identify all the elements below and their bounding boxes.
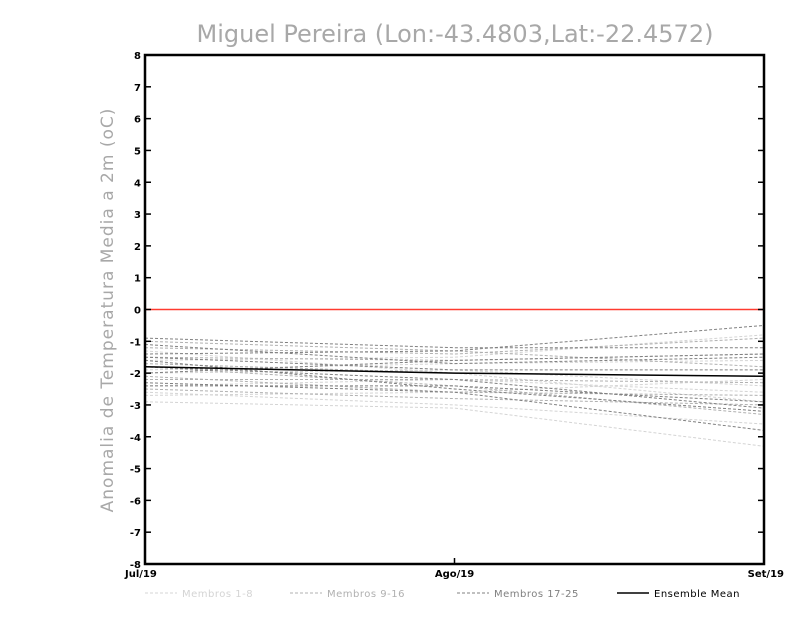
chart-title: Miguel Pereira (Lon:-43.4803,Lat:-22.457…: [197, 20, 714, 48]
member-line-15: [144, 340, 765, 368]
y-tick-label: 5: [134, 146, 141, 157]
legend-label: Ensemble Mean: [654, 589, 740, 600]
y-tick-label: -3: [130, 401, 141, 412]
y-tick-label: 7: [134, 83, 141, 94]
series-layer: [144, 324, 765, 447]
y-axis-label: Anomalia de Temperatura Media a 2m (oC): [98, 108, 118, 513]
member-line-11: [145, 379, 765, 384]
member-line-20: [144, 324, 765, 355]
member-line-17: [144, 337, 764, 349]
member-line-25: [144, 353, 765, 374]
member-line-9: [144, 337, 765, 355]
legend-label: Membros 1-8: [182, 589, 253, 600]
y-tick-label: -8: [130, 560, 141, 571]
y-tick-label: -4: [130, 433, 141, 444]
member-line-18: [144, 359, 765, 412]
member-line-1: [144, 401, 765, 447]
member-line-19: [144, 382, 765, 431]
y-tick-label: 2: [134, 242, 141, 253]
member-line-13: [144, 388, 765, 406]
y-tick-label: -2: [130, 369, 141, 380]
member-line-22: [144, 344, 765, 365]
y-tick-label: 4: [134, 178, 141, 189]
member-line-23: [145, 385, 765, 403]
y-tick-label: 6: [134, 115, 141, 126]
y-tick-label: 1: [134, 274, 141, 285]
member-line-4: [144, 378, 765, 393]
y-tick-label: 0: [134, 306, 141, 317]
y-tick-label: 8: [134, 51, 141, 62]
ensemble-mean-line: [144, 366, 765, 378]
member-line-16: [144, 375, 765, 396]
member-line-3: [144, 334, 765, 361]
legend-label: Membros 17-25: [494, 589, 579, 600]
member-line-21: [144, 366, 765, 409]
member-line-5: [144, 369, 765, 387]
y-tick-label: -6: [130, 496, 141, 507]
y-axis-ticks: 8 7 6 5 4 3 2 1 0 -1 -2 -3 -4 -5 -6 -7 -8: [130, 51, 764, 571]
x-tick-label: Jul/19: [124, 569, 157, 580]
member-line-7: [144, 379, 765, 396]
member-line-24: [144, 356, 764, 371]
x-tick-label: Set/19: [748, 569, 784, 580]
member-line-10: [144, 366, 765, 415]
y-tick-label: -7: [130, 528, 141, 539]
y-tick-label: 3: [134, 210, 141, 221]
legend-label: Membros 9-16: [327, 589, 405, 600]
x-axis-ticks: Jul/19 Ago/19 Set/19: [124, 558, 784, 580]
y-tick-label: -1: [130, 337, 141, 348]
y-tick-label: -5: [130, 465, 141, 476]
legend: Membros 1-8 Membros 9-16 Membros 17-25 Ense…: [145, 589, 740, 600]
x-tick-label: Ago/19: [435, 569, 474, 580]
